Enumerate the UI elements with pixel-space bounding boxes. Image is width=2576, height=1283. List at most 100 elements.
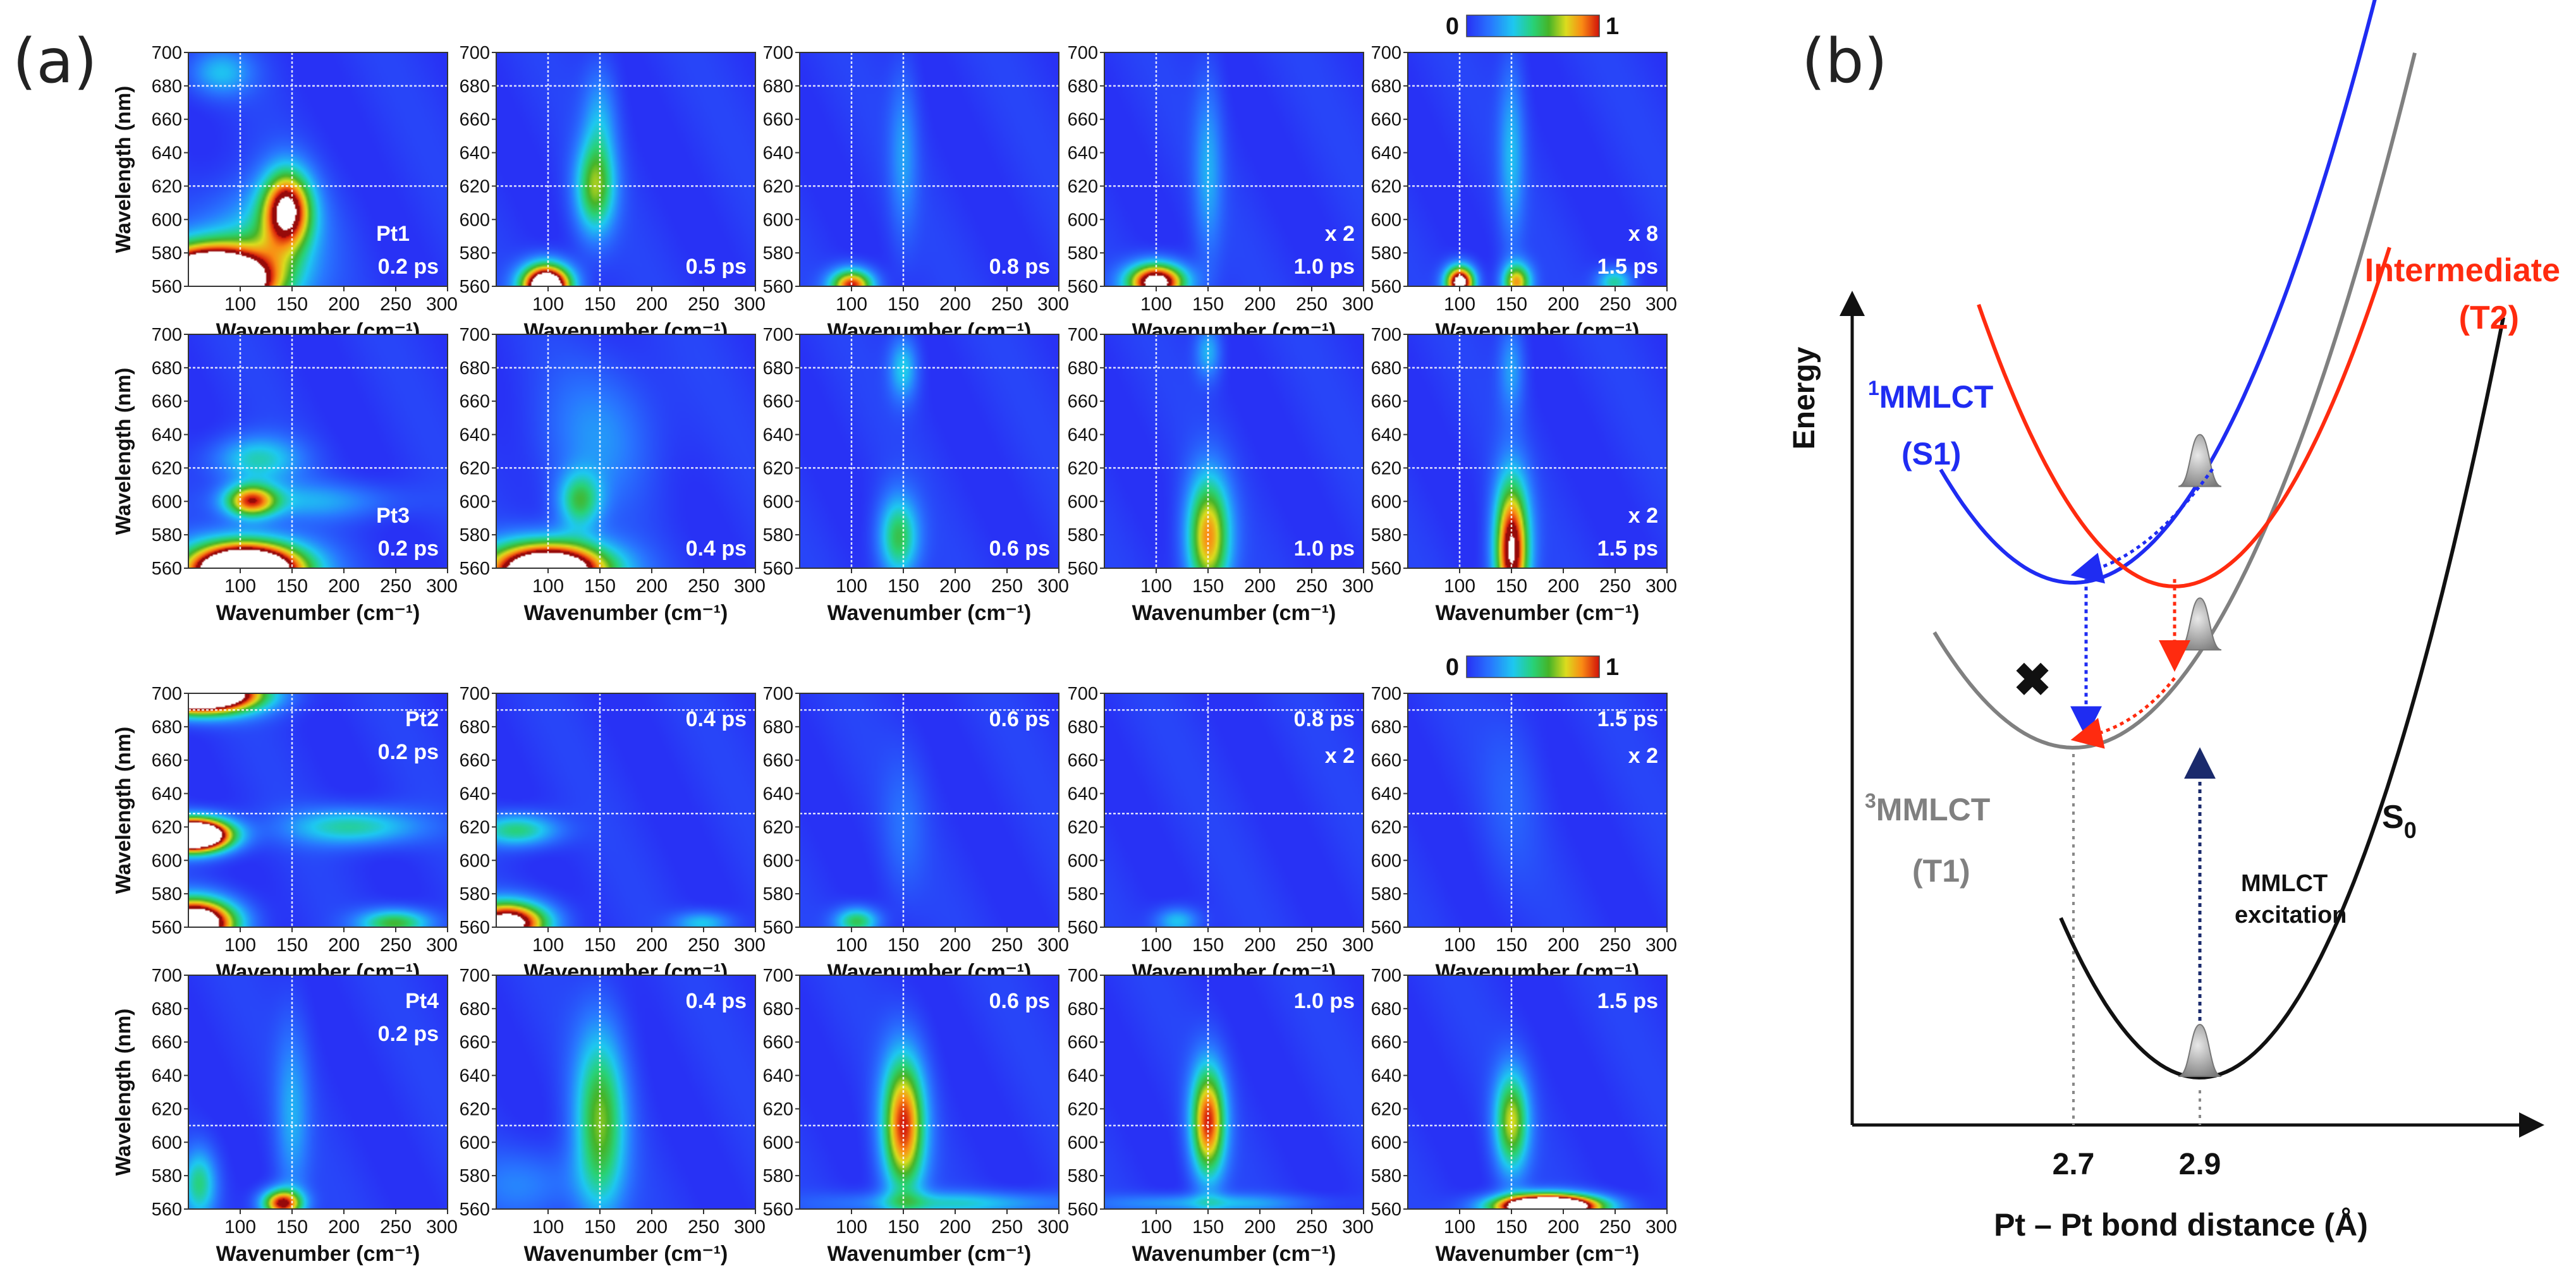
x-tick-label: 250 xyxy=(380,576,412,597)
y-tick-label: 660 xyxy=(460,110,490,130)
x-tick-label: 150 xyxy=(1496,576,1527,597)
x-tick-label: 300 xyxy=(426,935,458,956)
y-tick-label: 560 xyxy=(1371,559,1401,579)
y-tick-label: 680 xyxy=(1068,999,1098,1019)
y-tick-label: 700 xyxy=(152,684,182,704)
x-tick-label: 300 xyxy=(734,576,766,597)
x-tick-label: 300 xyxy=(734,294,766,315)
x-tick-label: 300 xyxy=(734,935,766,956)
y-tick-label: 700 xyxy=(152,43,182,63)
y-tick-label: 680 xyxy=(1371,999,1401,1019)
y-tick-label: 580 xyxy=(763,525,793,545)
heatmap-image xyxy=(1104,693,1364,927)
wavepacket-s0 xyxy=(2178,1023,2222,1077)
y-tick-label: 700 xyxy=(763,325,793,345)
y-tick-label: 640 xyxy=(1068,784,1098,805)
excitation-label-line2: excitation xyxy=(2235,902,2347,928)
x-tick-label: 200 xyxy=(1244,1217,1276,1237)
time-label: 0.2 ps xyxy=(378,1022,439,1046)
heatmap-panel: 100 150 200 250 300 560 580 600 620 640 660 680 700 0… xyxy=(763,966,1069,1266)
x-tick-label: 250 xyxy=(688,294,719,315)
x-tick-label: 200 xyxy=(1547,294,1579,315)
y-tick-label: 680 xyxy=(763,76,793,97)
time-label: 0.2 ps xyxy=(378,537,439,561)
x-tick-label: 300 xyxy=(1342,576,1374,597)
distance-tick-label: 2.7 xyxy=(2053,1148,2095,1181)
y-tick-label: 600 xyxy=(763,210,793,230)
y-tick-label: 680 xyxy=(460,358,490,379)
y-tick-label: 640 xyxy=(152,425,182,446)
x-tick-label: 300 xyxy=(426,576,458,597)
time-label: 0.4 ps xyxy=(686,989,747,1013)
x-axis-title: Wavenumber (cm⁻¹) xyxy=(827,1242,1032,1266)
time-label: 0.8 ps xyxy=(1294,707,1355,731)
x-tick-label: 150 xyxy=(1192,576,1224,597)
x-tick-label: 300 xyxy=(1037,935,1069,956)
y-tick-label: 640 xyxy=(1068,1066,1098,1086)
x-tick-label: 150 xyxy=(584,576,616,597)
x-tick-label: 200 xyxy=(328,935,360,956)
y-tick-label: 640 xyxy=(1068,143,1098,164)
heatmap-frame xyxy=(1407,334,1668,569)
s1-label-main: MMLCT xyxy=(1879,379,1994,415)
y-tick-label: 640 xyxy=(1371,784,1401,805)
heatmap-panel: 100 150 200 250 300 560 580 600 620 640 660 680 700 1… xyxy=(1068,43,1374,343)
x-tick-label: 250 xyxy=(380,294,412,315)
y-tick-label: 640 xyxy=(152,1066,182,1086)
y-tick-label: 680 xyxy=(1371,76,1401,97)
x-axis-title: Wavenumber (cm⁻¹) xyxy=(216,601,420,625)
y-tick-label: 580 xyxy=(460,525,490,545)
time-label: 0.5 ps xyxy=(686,255,747,279)
x-tick-label: 300 xyxy=(1342,935,1374,956)
x-tick-label: 300 xyxy=(1037,1217,1069,1237)
x-tick-label: 200 xyxy=(1244,935,1276,956)
heatmap-image xyxy=(1104,975,1364,1209)
time-label: 0.4 ps xyxy=(686,707,747,731)
heatmap-frame xyxy=(1104,975,1364,1210)
y-tick-label: 640 xyxy=(1371,425,1401,446)
y-tick-label: 640 xyxy=(460,143,490,164)
heatmap-image xyxy=(1408,975,1667,1209)
x-tick-label: 100 xyxy=(224,1217,256,1237)
y-tick-label: 560 xyxy=(152,918,182,938)
x-tick-label: 200 xyxy=(1547,935,1579,956)
curve-t2 xyxy=(1977,246,2391,588)
heatmap-panel: 100 150 200 250 300 560 580 600 620 640 660 680 700 0… xyxy=(460,43,766,343)
x-tick-label: 150 xyxy=(1192,294,1224,315)
heatmap-frame xyxy=(1104,334,1364,569)
colorbar-max-label: 1 xyxy=(1606,654,1619,681)
x-axis-title: Wavenumber (cm⁻¹) xyxy=(1132,1242,1336,1266)
y-tick-label: 700 xyxy=(1371,684,1401,704)
y-tick-label: 680 xyxy=(763,999,793,1019)
y-tick-label: 700 xyxy=(763,966,793,986)
time-label: 1.5 ps xyxy=(1597,707,1658,731)
x-tick-label: 250 xyxy=(1296,1217,1328,1237)
colorbar-frame xyxy=(1466,655,1600,678)
y-tick-label: 560 xyxy=(1371,1200,1401,1220)
y-tick-label: 620 xyxy=(1371,458,1401,478)
x-tick-label: 200 xyxy=(636,1217,668,1237)
heatmap-panel: 100 150 200 250 300 560 580 600 620 640 660 680 700 1… xyxy=(1371,43,1677,343)
x-tick-label: 100 xyxy=(224,935,256,956)
x-tick-label: 300 xyxy=(426,294,458,315)
y-tick-label: 600 xyxy=(763,851,793,871)
relaxation-arrow-s1 xyxy=(2070,468,2214,584)
y-tick-label: 660 xyxy=(152,751,182,771)
t1-label: 3MMLCT xyxy=(1865,789,1990,827)
y-tick-label: 700 xyxy=(460,684,490,704)
heatmap-image xyxy=(496,975,755,1209)
y-tick-label: 660 xyxy=(1068,751,1098,771)
scale-label: x 8 xyxy=(1628,222,1658,246)
y-tick-label: 660 xyxy=(152,392,182,412)
x-tick-label: 250 xyxy=(380,935,412,956)
y-tick-label: 560 xyxy=(1371,918,1401,938)
y-tick-label: 580 xyxy=(763,884,793,904)
x-tick-label: 150 xyxy=(276,935,308,956)
y-tick-label: 640 xyxy=(763,1066,793,1086)
y-tick-label: 660 xyxy=(460,751,490,771)
heatmap-panel: 100 150 200 250 300 560 580 600 620 640 660 680 700 0… xyxy=(763,325,1069,625)
y-axis-title: Wavelength (nm) xyxy=(111,1009,135,1176)
heatmap-frame xyxy=(496,693,756,928)
time-label: 0.4 ps xyxy=(686,537,747,561)
y-tick-label: 620 xyxy=(1068,1099,1098,1119)
